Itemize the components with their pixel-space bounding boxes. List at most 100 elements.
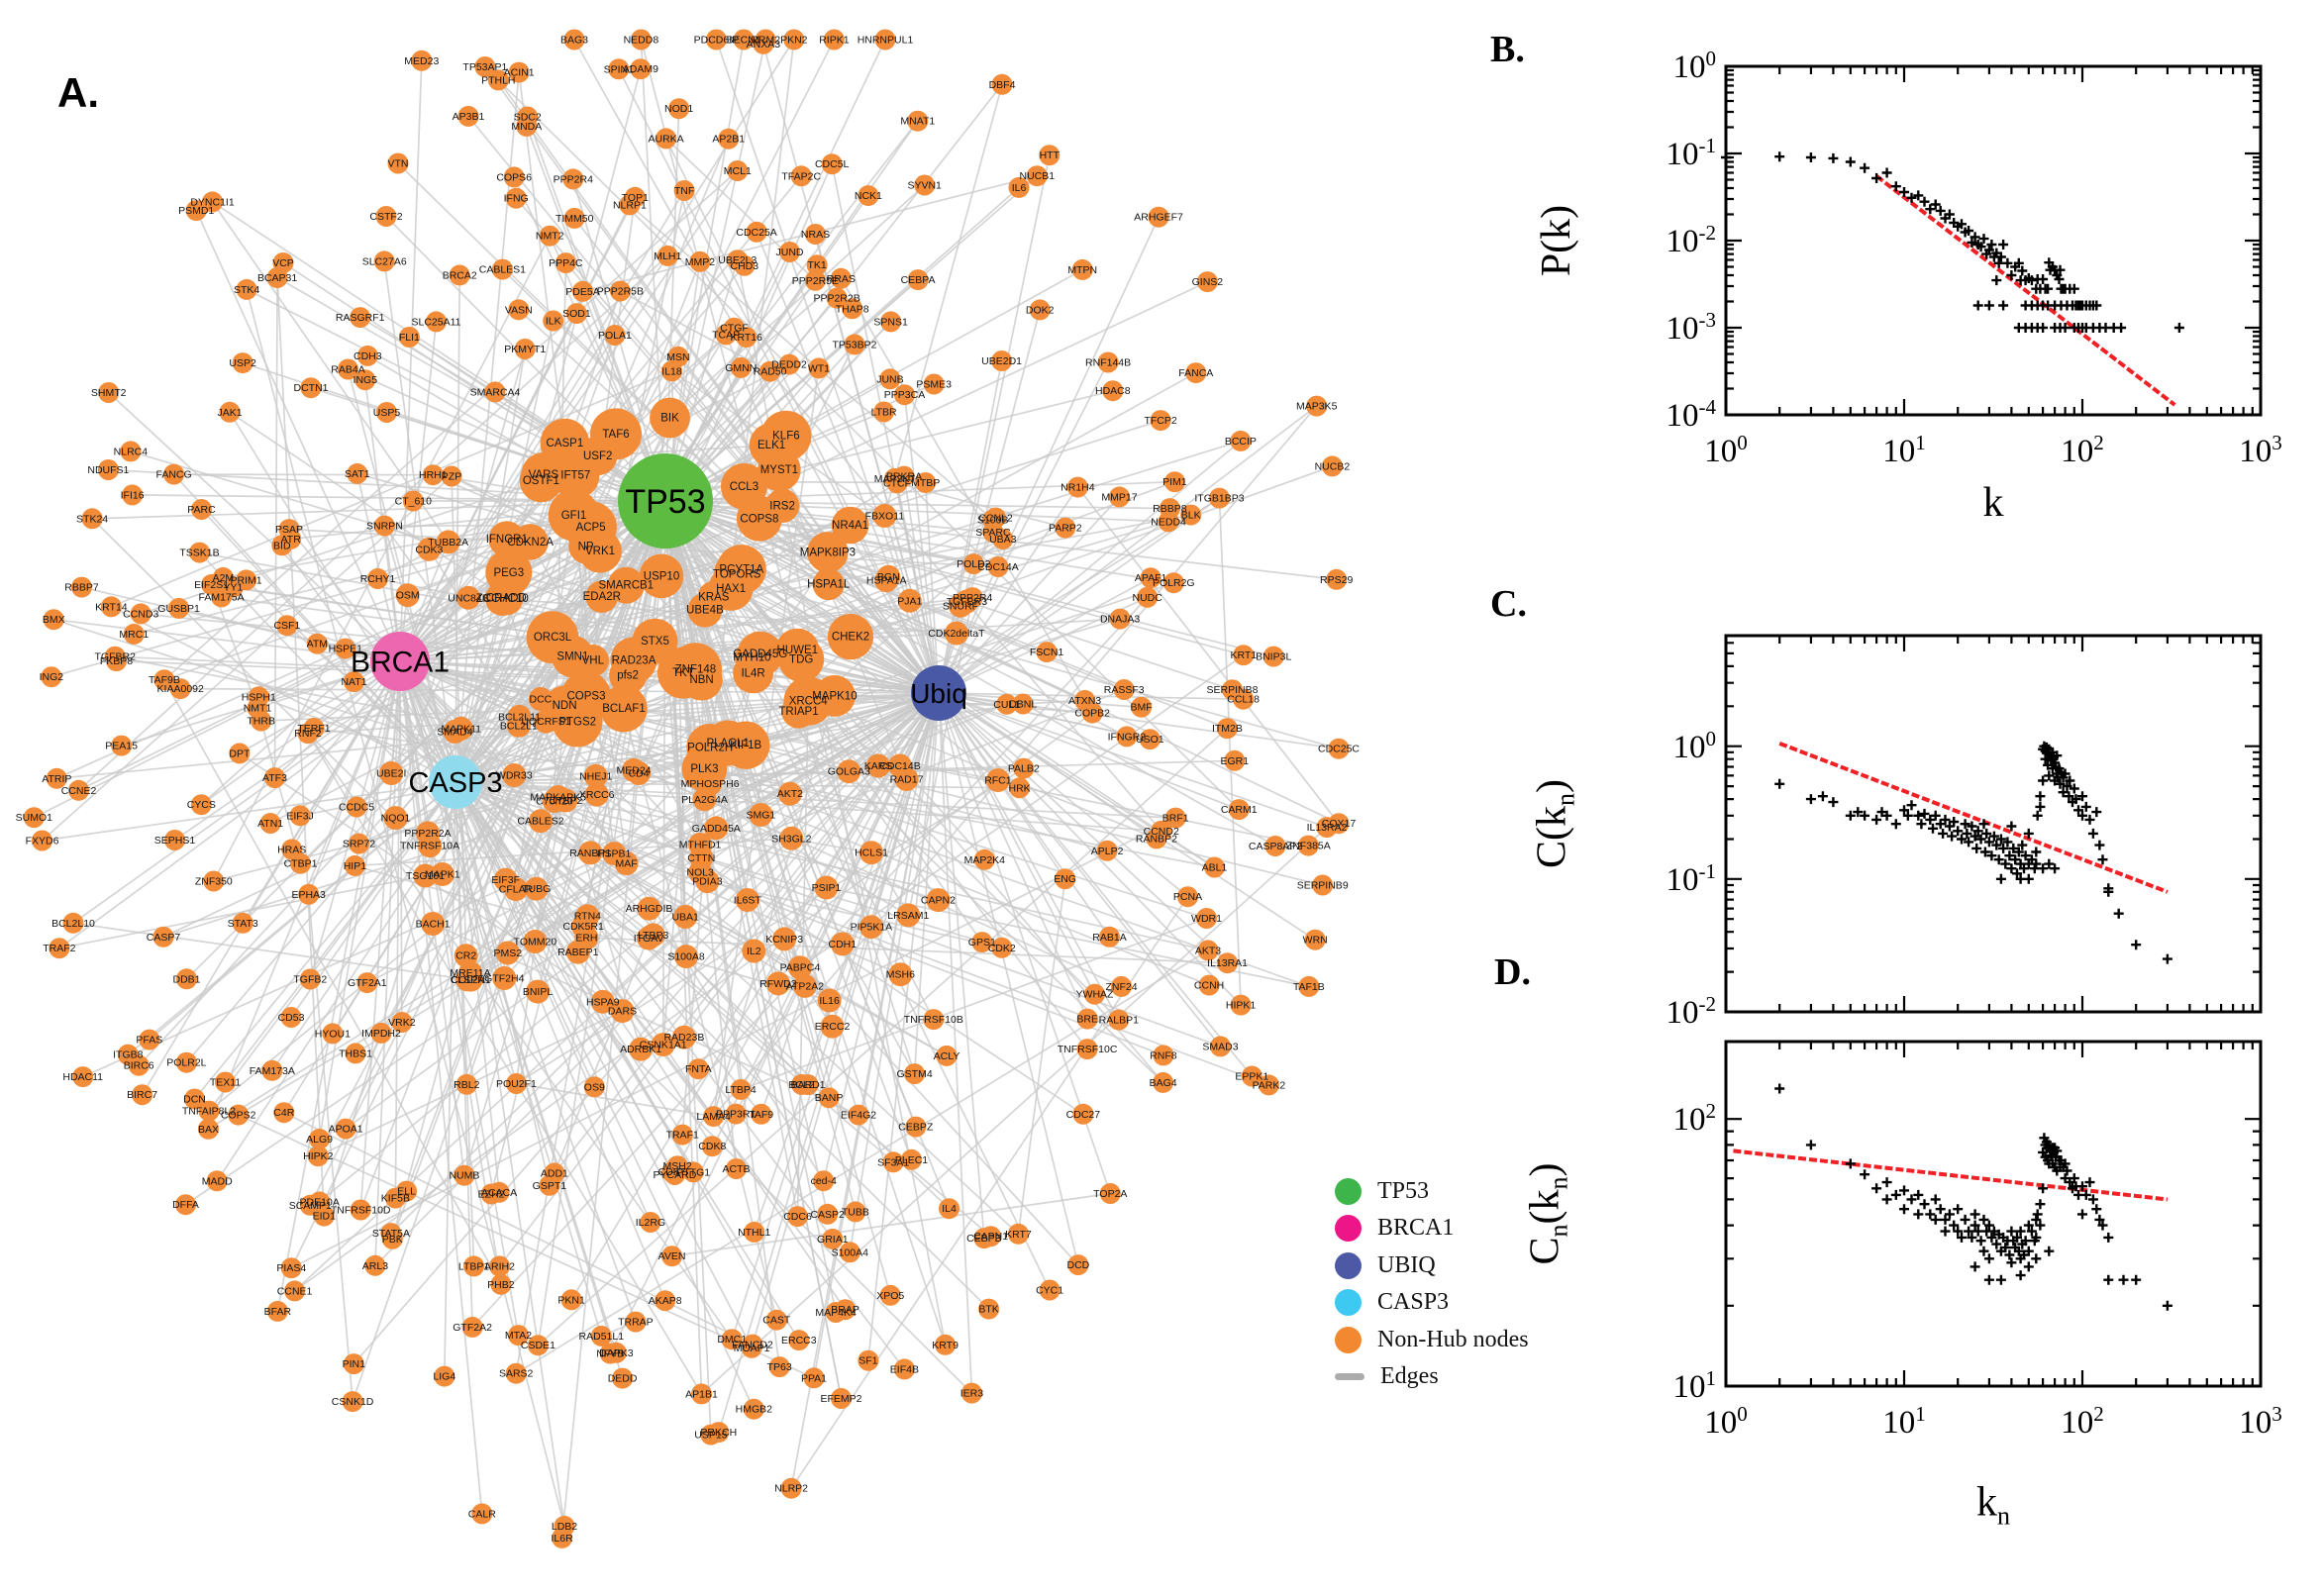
network-node-label: PYCARD [654, 1169, 697, 1181]
network-node-label: VASN [505, 304, 533, 316]
network-node [379, 761, 404, 785]
network-edge [867, 692, 940, 1361]
network-node-label: EIF4B [890, 1363, 919, 1375]
axis-ticks-D [1724, 1042, 2263, 1388]
network-node [376, 402, 397, 423]
network-node [897, 588, 922, 613]
network-edge [677, 355, 940, 694]
network-edge [408, 336, 1215, 868]
network-node-label: CDC6 [783, 1211, 812, 1223]
network-node [184, 1088, 205, 1110]
network-node-label: POLD2 [957, 558, 991, 570]
network-node-label: MNDA [511, 121, 542, 133]
network-node-label: CDK3 [415, 544, 443, 555]
fit-line-B [1874, 174, 2176, 407]
network-node [671, 1025, 696, 1049]
network-node-label: IL4R [741, 667, 764, 679]
network-node [1039, 1279, 1060, 1301]
network-edge [513, 176, 666, 502]
network-node-label: AKT2 [777, 788, 803, 800]
network-node-label: RAD23B [663, 1032, 704, 1044]
network-node-label: CEBPZ [898, 1122, 934, 1134]
network-node-label: TFCP2 [1144, 415, 1176, 427]
network-node-label: EIF4G2 [841, 1110, 876, 1122]
network-edge [276, 277, 326, 1217]
network-node-label: FAM175A [199, 591, 245, 603]
network-node [1185, 362, 1207, 384]
network-node [198, 1118, 219, 1140]
network-node [991, 73, 1013, 95]
network-node [373, 515, 395, 537]
network-node [560, 1289, 582, 1311]
network-node [749, 803, 773, 827]
network-edge [399, 596, 973, 662]
data-points-D [1774, 1083, 2172, 1311]
network-node [232, 912, 253, 934]
network-node [130, 603, 152, 625]
network-node-label: SMAD4 [437, 727, 472, 739]
network-node [505, 1362, 527, 1384]
network-node [590, 989, 615, 1014]
network-node-label: PKMYT1 [504, 344, 546, 355]
network-node-label: SEPHS1 [154, 835, 196, 847]
network-node-label: SYVN1 [907, 180, 942, 192]
network-node [751, 1103, 772, 1125]
legend-color-dot [1335, 1215, 1362, 1242]
network-node-label: IFNGR1 [486, 534, 528, 546]
network-node [524, 876, 549, 901]
network-node-label: BIRC6 [124, 1060, 154, 1072]
network-node-label: AVEN [658, 1250, 686, 1262]
network-node [722, 721, 770, 769]
network-node-label: MAPKAPK5 [530, 792, 586, 804]
network-node-label: HSPA1L [807, 579, 851, 591]
network-node-label: IL6 [1012, 182, 1027, 194]
network-node [354, 369, 376, 391]
network-edge [77, 254, 668, 791]
network-node-label: POLA1 [598, 330, 632, 342]
fit-line-D [1733, 1148, 2169, 1202]
network-node-label: USO1 [1136, 734, 1164, 746]
network-node [523, 930, 548, 953]
network-node [396, 1180, 418, 1202]
network-node-label: EPPK1 [1235, 1071, 1268, 1083]
network-node [529, 809, 553, 834]
network-node-label: BCLAF1 [602, 703, 645, 715]
network-node [759, 360, 781, 382]
ylabel-B: P(k) [1534, 204, 1579, 277]
network-node-label: HDAC11 [62, 1071, 103, 1083]
network-node-label: IL13RA1 [1207, 957, 1248, 969]
network-node-label: IL16 [819, 995, 840, 1007]
network-node [417, 537, 442, 561]
network-node-label: RALBP1 [1099, 1015, 1139, 1027]
network-edge [938, 692, 1253, 1077]
network-node [764, 488, 800, 523]
network-node [219, 401, 241, 423]
network-node [474, 56, 496, 77]
network-node [413, 863, 438, 888]
network-node [813, 674, 856, 717]
network-edge [664, 500, 1276, 848]
network-node-label: NDN [553, 700, 577, 712]
network-edge [138, 500, 666, 1066]
network-node-label: CCDC5 [339, 802, 374, 814]
network-node-label: ITGAV [634, 933, 664, 945]
network-node-label: CDK5R1 [562, 921, 604, 933]
network-node [175, 1051, 197, 1073]
network-node-label: ARL3 [362, 1260, 388, 1272]
network-node [726, 1158, 747, 1179]
network-node-label: UBE2I [376, 768, 406, 780]
network-edge [938, 692, 1189, 898]
network-node [879, 1284, 901, 1306]
network-node-label: PDIA3 [692, 876, 723, 888]
network-node-label: WT1 [808, 362, 830, 374]
legend-color-dot [1335, 1289, 1362, 1316]
network-node [637, 896, 661, 921]
network-edge [467, 115, 940, 694]
network-node-label: DEDD2 [771, 359, 807, 371]
network-node [614, 851, 639, 876]
network-node-label: PPP2R4 [953, 592, 992, 604]
network-node [261, 1059, 283, 1081]
network-node [1264, 836, 1286, 856]
network-node [1009, 777, 1031, 799]
network-edge [938, 692, 1316, 941]
